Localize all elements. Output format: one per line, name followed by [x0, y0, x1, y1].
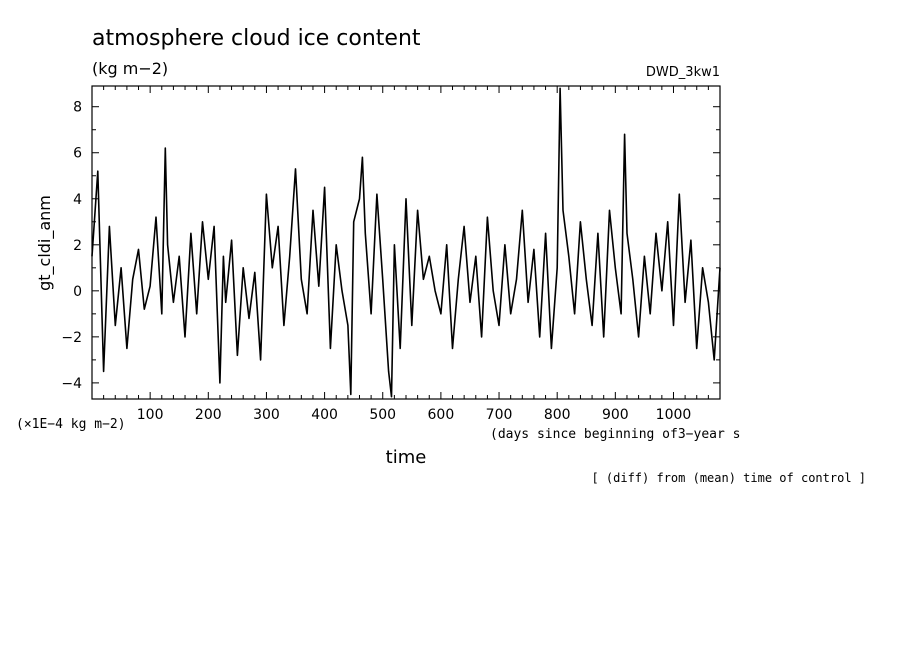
y-tick-label: 6 — [73, 146, 82, 162]
y-axis: −4 −2 0 2 4 6 8 — [61, 100, 720, 392]
units-label: (kg m−2) — [92, 59, 168, 78]
x-units-label: (days since beginning of3−year s — [490, 427, 740, 442]
x-tick-label: 700 — [486, 407, 513, 423]
y-axis-label: gt_cldi_anm — [35, 195, 55, 291]
footnote: [ (diff) from (mean) time of control ] — [591, 471, 866, 485]
x-tick-label: 100 — [137, 407, 164, 423]
y-tick-label: 0 — [73, 284, 82, 300]
y-tick-label: 8 — [73, 100, 82, 116]
y-tick-label: −4 — [61, 376, 82, 392]
x-tick-label: 300 — [253, 407, 280, 423]
x-tick-label: 500 — [369, 407, 396, 423]
y-scale-label: (×1E−4 kg m−2) — [16, 417, 126, 432]
x-tick-label: 800 — [544, 407, 571, 423]
y-tick-label: 4 — [73, 192, 82, 208]
y-tick-label: 2 — [73, 238, 82, 254]
chart-title: atmosphere cloud ice content — [92, 26, 421, 51]
y-tick-label: −2 — [61, 330, 82, 346]
x-axis-label: time — [386, 447, 427, 468]
plot-frame — [91, 85, 721, 400]
x-tick-label: 900 — [602, 407, 629, 423]
x-tick-label: 200 — [195, 407, 222, 423]
model-label: DWD_3kw1 — [646, 65, 720, 80]
series-line — [91, 87, 721, 398]
x-tick-label: 400 — [311, 407, 338, 423]
x-axis: 100 200 300 400 500 600 700 800 900 1000 — [103, 86, 709, 423]
x-tick-label: 600 — [428, 407, 455, 423]
x-tick-label: 1000 — [656, 407, 692, 423]
